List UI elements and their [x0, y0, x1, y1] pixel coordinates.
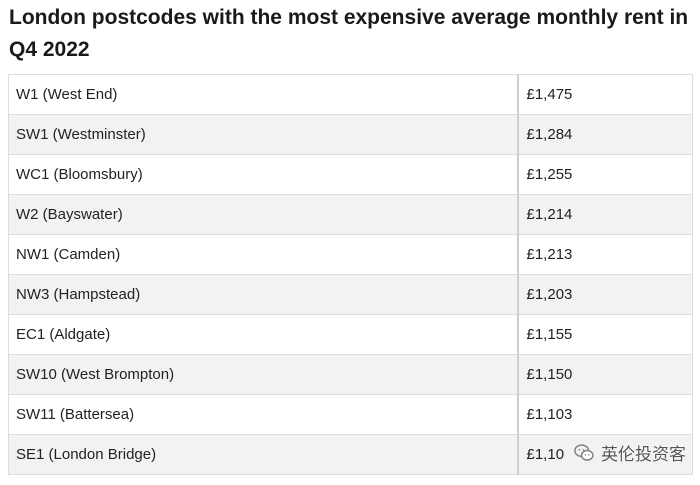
- postcode-cell: SE1 (London Bridge): [8, 434, 518, 475]
- postcode-cell: NW3 (Hampstead): [8, 274, 518, 315]
- postcode-cell: SW10 (West Brompton): [8, 354, 518, 395]
- page-title: London postcodes with the most expensive…: [9, 6, 689, 61]
- table-row: SW10 (West Brompton) £1,150: [8, 354, 693, 395]
- rent-cell: £1,10: [516, 434, 693, 475]
- rent-cell: £1,150: [516, 354, 693, 395]
- postcode-cell: SW11 (Battersea): [8, 394, 518, 435]
- rent-table: W1 (West End) £1,475 SW1 (Westminster) £…: [8, 74, 693, 475]
- rent-cell: £1,155: [516, 314, 693, 355]
- rent-cell: £1,284: [516, 114, 693, 155]
- table-row: EC1 (Aldgate) £1,155: [8, 314, 693, 355]
- rent-cell: £1,475: [516, 74, 693, 115]
- table-row: SW1 (Westminster) £1,284: [8, 114, 693, 155]
- table-row: SW11 (Battersea) £1,103: [8, 394, 693, 435]
- rent-cell: £1,103: [516, 394, 693, 435]
- rent-cell: £1,214: [516, 194, 693, 235]
- table-row: NW1 (Camden) £1,213: [8, 234, 693, 275]
- table-row: NW3 (Hampstead) £1,203: [8, 274, 693, 315]
- postcode-cell: SW1 (Westminster): [8, 114, 518, 155]
- rent-cell: £1,203: [516, 274, 693, 315]
- rent-cell: £1,213: [516, 234, 693, 275]
- table-row: SE1 (London Bridge) £1,10: [8, 434, 693, 475]
- postcode-cell: W2 (Bayswater): [8, 194, 518, 235]
- rent-cell: £1,255: [516, 154, 693, 195]
- table-row: W2 (Bayswater) £1,214: [8, 194, 693, 235]
- table-row: W1 (West End) £1,475: [8, 74, 693, 115]
- postcode-cell: EC1 (Aldgate): [8, 314, 518, 355]
- postcode-cell: NW1 (Camden): [8, 234, 518, 275]
- table-row: WC1 (Bloomsbury) £1,255: [8, 154, 693, 195]
- postcode-cell: W1 (West End): [8, 74, 518, 115]
- postcode-cell: WC1 (Bloomsbury): [8, 154, 518, 195]
